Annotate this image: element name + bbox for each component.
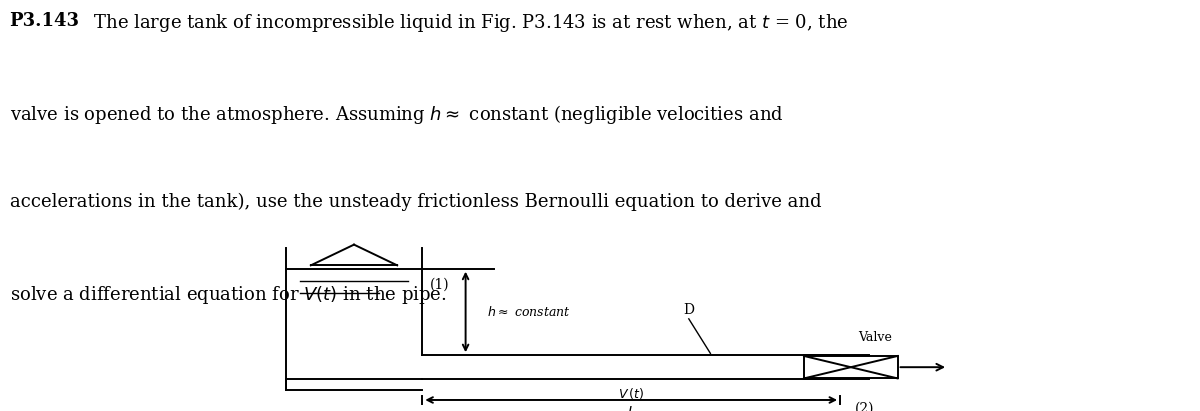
Text: accelerations in the tank), use the unsteady frictionless Bernoulli equation to : accelerations in the tank), use the unst…: [10, 193, 821, 211]
Text: D: D: [683, 303, 695, 317]
FancyBboxPatch shape: [804, 356, 898, 379]
Text: (2): (2): [854, 402, 874, 411]
Text: The large tank of incompressible liquid in Fig. P3.143 is at rest when, at $t$ =: The large tank of incompressible liquid …: [82, 12, 848, 35]
Text: $h \approx$ constant: $h \approx$ constant: [487, 305, 571, 319]
Text: P3.143: P3.143: [10, 12, 79, 30]
Text: $L$: $L$: [626, 405, 636, 411]
Text: (1): (1): [430, 277, 449, 291]
Text: valve is opened to the atmosphere. Assuming $h \approx$ constant (negligible vel: valve is opened to the atmosphere. Assum…: [10, 103, 784, 126]
Text: solve a differential equation for $V(t)$ in the pipe.: solve a differential equation for $V(t)$…: [10, 284, 446, 306]
Text: $V\,(t)$: $V\,(t)$: [618, 386, 644, 401]
Text: Valve: Valve: [858, 331, 892, 344]
